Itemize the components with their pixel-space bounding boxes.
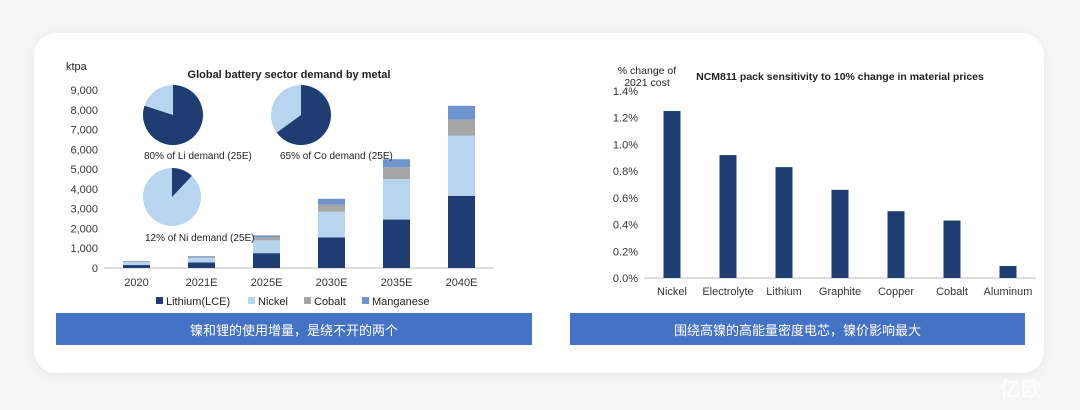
y-axis-label: ktpa xyxy=(66,61,88,73)
bar-cobalt-2020 xyxy=(123,261,150,263)
y-tick-label: 0 xyxy=(92,263,98,275)
bar-cobalt-2030e xyxy=(318,204,345,212)
legend-label: Nickel xyxy=(258,296,288,308)
ncm811-panel: NCM811 pack sensitivity to 10% change in… xyxy=(544,33,1044,373)
legend-swatch-lithium-lce- xyxy=(156,297,163,304)
bar-nickel-2040e xyxy=(448,135,475,196)
x-tick-label: Aluminum xyxy=(984,286,1033,298)
watermark-logo: 亿欧 xyxy=(1000,379,1042,401)
pie-label: 12% of Ni demand (25E) xyxy=(145,233,255,244)
bar-manganese-2025e xyxy=(253,235,280,238)
x-tick-label: 2020 xyxy=(124,277,148,289)
bar-manganese-2040e xyxy=(448,105,475,120)
bar-lithium-lce--2040e xyxy=(448,195,475,268)
report-card: Global battery sector demand by metal ktp… xyxy=(34,33,1044,373)
bar-manganese-2030e xyxy=(318,198,345,205)
lithium-nickel-panel: Global battery sector demand by metal ktp… xyxy=(34,33,544,373)
x-tick-label: Electrolyte xyxy=(702,286,753,298)
pie-share-slice xyxy=(276,85,331,145)
chart-title: Global battery sector demand by metal xyxy=(188,69,391,81)
bar-cobalt xyxy=(943,220,961,278)
y-axis-label-line1: % change of xyxy=(618,65,676,77)
bar-lithium-lce--2025e xyxy=(253,253,280,268)
right-caption: 围绕高镍的高能量密度电芯，镍价影响最大 xyxy=(570,313,1025,345)
legend-label: Lithium(LCE) xyxy=(166,296,230,308)
bar-lithium-lce--2021e xyxy=(188,262,215,268)
bar-nickel-2035e xyxy=(383,179,410,220)
y-tick-label: 3,000 xyxy=(70,204,98,216)
y-tick-label: 1.2% xyxy=(613,113,638,125)
bar-aluminum xyxy=(999,265,1017,278)
x-tick-label: 2021E xyxy=(186,277,218,289)
bar-nickel-2020 xyxy=(123,262,150,266)
y-tick-label: 1,000 xyxy=(70,243,98,255)
legend-label: Manganese xyxy=(372,296,430,308)
bar-lithium-lce--2020 xyxy=(123,265,150,268)
x-tick-label: 2030E xyxy=(316,277,348,289)
bar-cobalt-2025e xyxy=(253,237,280,241)
bar-graphite xyxy=(831,189,849,278)
bar-manganese-2035e xyxy=(383,159,410,168)
bar-nickel-2030e xyxy=(318,211,345,238)
y-axis-label-line2: 2021 cost xyxy=(624,77,670,89)
y-tick-label: 4,000 xyxy=(70,184,98,196)
x-tick-label: 2035E xyxy=(381,277,413,289)
left-caption: 镍和锂的使用增量，是绕不开的两个 xyxy=(56,313,532,345)
y-tick-label: 0.2% xyxy=(613,246,638,258)
ncm811-sensitivity-chart: NCM811 pack sensitivity to 10% change in… xyxy=(613,65,1036,298)
bar-lithium-lce--2030e xyxy=(318,237,345,268)
x-tick-label: Copper xyxy=(878,286,914,298)
pie-label: 80% of Li demand (25E) xyxy=(144,151,252,162)
x-tick-label: Cobalt xyxy=(936,286,968,298)
y-tick-label: 5,000 xyxy=(70,164,98,176)
pie-share-slice xyxy=(172,168,192,197)
x-tick-label: Lithium xyxy=(766,286,801,298)
battery-demand-chart: Global battery sector demand by metal ktp… xyxy=(66,61,494,308)
bar-cobalt-2035e xyxy=(383,167,410,179)
y-tick-label: 0.6% xyxy=(613,193,638,205)
legend-swatch-manganese xyxy=(362,297,369,304)
legend-label: Cobalt xyxy=(314,296,346,308)
bar-copper xyxy=(887,211,905,278)
x-tick-label: 2040E xyxy=(446,277,478,289)
legend-swatch-nickel xyxy=(248,297,255,304)
bar-nickel-2025e xyxy=(253,240,280,254)
bar-nickel-2021e xyxy=(188,257,215,263)
y-tick-label: 1.0% xyxy=(613,139,638,151)
bar-lithium-lce--2035e xyxy=(383,219,410,268)
y-tick-label: 1.4% xyxy=(613,86,638,98)
legend-swatch-cobalt xyxy=(304,297,311,304)
bar-manganese-2021e xyxy=(188,256,215,257)
y-tick-label: 0.8% xyxy=(613,166,638,178)
y-tick-label: 2,000 xyxy=(70,223,98,235)
bar-cobalt-2021e xyxy=(188,256,215,258)
x-tick-label: Graphite xyxy=(819,286,861,298)
y-tick-label: 6,000 xyxy=(70,144,98,156)
bar-nickel xyxy=(663,111,681,279)
bar-cobalt-2040e xyxy=(448,119,475,136)
y-tick-label: 8,000 xyxy=(70,105,98,117)
y-tick-label: 7,000 xyxy=(70,125,98,137)
pie-label: 65% of Co demand (25E) xyxy=(280,151,393,162)
y-tick-label: 0.0% xyxy=(613,273,638,285)
chart-title: NCM811 pack sensitivity to 10% change in… xyxy=(696,71,984,83)
x-tick-label: 2025E xyxy=(251,277,283,289)
y-tick-label: 9,000 xyxy=(70,85,98,97)
y-tick-label: 0.4% xyxy=(613,220,638,232)
x-tick-label: Nickel xyxy=(657,286,687,298)
bar-electrolyte xyxy=(719,155,737,278)
pie-share-slice xyxy=(143,85,204,145)
bar-lithium xyxy=(775,167,793,278)
